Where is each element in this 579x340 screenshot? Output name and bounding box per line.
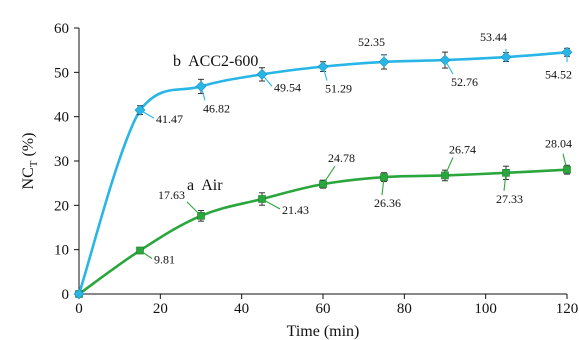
y-tick-label: 60 [54,21,69,37]
data-label-leader [381,177,385,196]
data-label-leader [200,86,206,101]
data-label-leader [139,109,155,119]
y-tick-label: 0 [62,287,70,303]
data-label: 17.63 [158,188,185,202]
x-tick-label: 20 [153,301,168,317]
data-label: 46.82 [203,101,230,115]
data-label: 26.74 [449,142,476,156]
data-label-leader [186,201,202,217]
data-label-leader [444,59,454,75]
x-tick-label: 80 [397,301,412,317]
x-tick-label: 100 [474,301,497,317]
x-tick-label: 60 [316,301,331,317]
data-point-acc2-600 [73,288,85,300]
data-label: 52.76 [451,75,478,89]
data-label: 26.36 [374,196,401,210]
data-label: 24.78 [328,151,355,165]
data-label: 9.81 [154,253,175,267]
data-label-leader [562,153,568,170]
series-label-acc2-600: b ACC2-600 [173,53,258,70]
data-label-leader [261,198,281,210]
data-label: 54.52 [545,67,572,81]
data-label: 21.43 [282,203,309,217]
y-axis-title: NCT (%) [20,133,40,190]
data-label: 27.33 [496,192,523,206]
data-label-leader [261,74,273,87]
series-label-air: a Air [187,177,223,194]
data-point-acc2-600 [500,51,512,63]
data-label: 51.29 [325,82,352,96]
y-tick-label: 30 [54,154,69,170]
data-label-leader [503,172,507,191]
data-label: 52.35 [358,35,385,49]
x-axis-title: Time (min) [287,323,360,340]
data-point-acc2-600 [317,61,329,73]
x-tick-label: 40 [234,301,249,317]
y-tick-label: 40 [54,110,69,126]
x-tick-label: 120 [556,301,579,317]
y-tick-label: 10 [54,243,69,259]
data-point-acc2-600 [439,54,451,66]
data-label: 28.04 [545,137,572,151]
x-tick-label: 0 [75,301,83,317]
y-tick-label: 20 [54,198,69,214]
data-label-leader [322,165,336,185]
y-axis-title-main: NC [20,167,37,189]
data-label-leader [444,157,454,176]
data-label: 53.44 [480,30,507,44]
data-label: 49.54 [274,80,301,94]
data-point-acc2-600 [195,81,207,92]
data-label-leader [322,66,328,81]
data-label: 41.47 [156,112,183,126]
y-axis-title-tail: (%) [20,133,37,161]
y-axis-title-subscript: T [28,160,40,167]
y-tick-label: 50 [54,65,69,81]
data-label-leader [139,250,153,259]
